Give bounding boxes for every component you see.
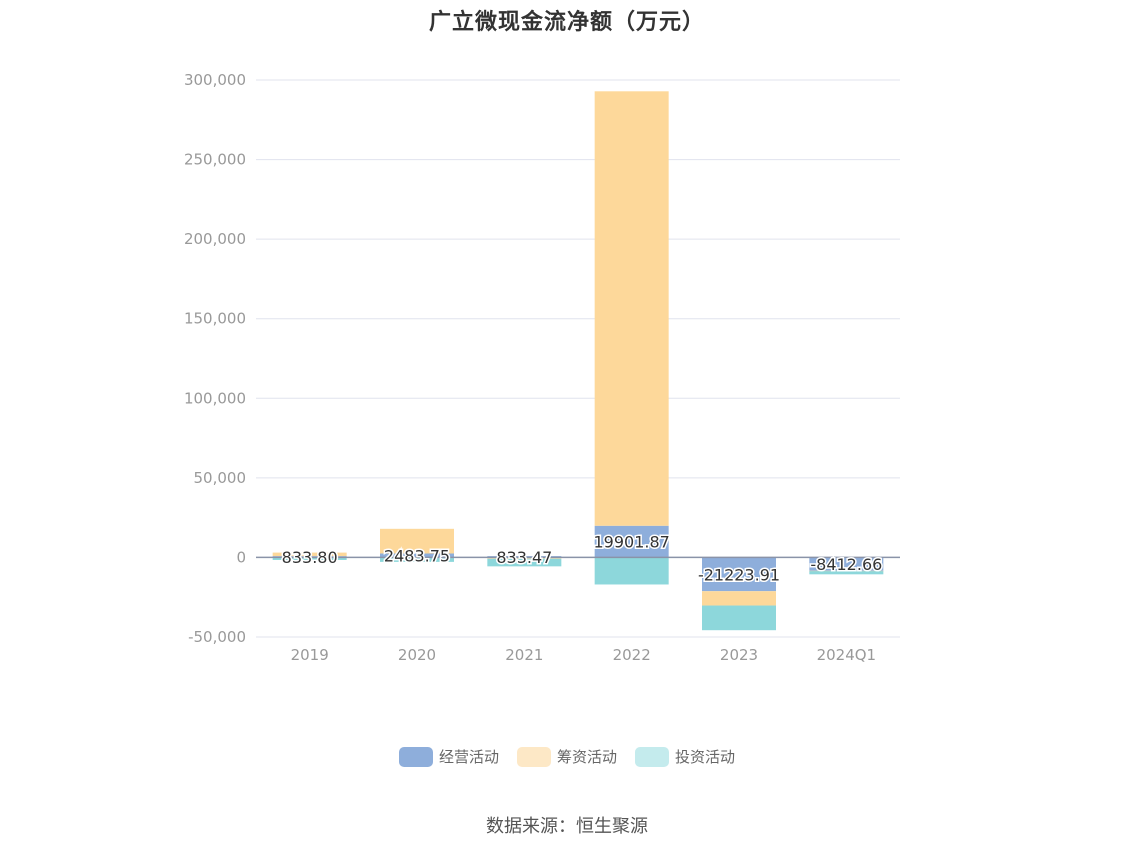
legend-swatch-financing [516, 746, 551, 767]
bar-financing[interactable] [702, 591, 776, 606]
x-tick-label: 2024Q1 [817, 646, 877, 664]
y-tick-label: 250,000 [184, 151, 246, 169]
y-tick-label: 150,000 [184, 310, 246, 328]
legend-item-investing[interactable]: 投资活动 [635, 746, 735, 767]
legend-label-investing: 投资活动 [675, 748, 736, 766]
bar-financing[interactable] [380, 528, 454, 554]
bar-investing[interactable] [272, 557, 347, 560]
data-label: -8412.66 [810, 555, 882, 574]
y-axis-ticks: 300,000 250,000 200,000 150,000 100,000 50,00… [184, 71, 246, 646]
x-axis-ticks: 2019 2020 2021 2022 2023 2024Q1 [291, 646, 877, 664]
data-label: 833.80 [282, 548, 338, 567]
data-label: 833.47 [496, 548, 552, 567]
chart-title: 广立微现金流净额（万元） [428, 10, 705, 35]
bars [272, 91, 884, 631]
bar-operating[interactable] [702, 557, 776, 592]
bar-investing[interactable] [380, 557, 454, 562]
legend-swatch-operating [398, 746, 433, 767]
bar-investing[interactable] [487, 558, 562, 567]
data-label: 19901.87 [593, 533, 669, 552]
legend-label-financing: 筹资活动 [556, 748, 617, 766]
data-label: 2483.75 [384, 546, 450, 565]
bar-operating[interactable] [594, 525, 669, 558]
bar-operating[interactable] [809, 557, 884, 571]
x-tick-label: 2020 [398, 646, 436, 664]
y-tick-label: -50,000 [188, 628, 246, 646]
legend-item-financing[interactable]: 筹资活动 [516, 746, 617, 767]
data-label: -21223.91 [698, 565, 780, 584]
legend-label-operating: 经营活动 [438, 748, 499, 766]
grid-layer [256, 79, 900, 638]
x-tick-label: 2021 [505, 646, 543, 664]
legend-swatch-investing [635, 746, 669, 767]
y-tick-label: 200,000 [184, 230, 246, 248]
y-tick-label: 50,000 [194, 469, 247, 487]
y-tick-label: 0 [236, 548, 246, 566]
legend-item-operating[interactable]: 经营活动 [398, 746, 499, 767]
bar-investing[interactable] [594, 557, 669, 585]
x-tick-label: 2023 [720, 646, 758, 664]
data-source: 数据来源：恒生聚源 [486, 816, 648, 837]
x-tick-label: 2019 [291, 646, 329, 664]
bar-financing[interactable] [272, 552, 347, 557]
data-labels: 833.80 2483.75 833.47 19901.87 -21223.91 -841… [280, 531, 884, 586]
y-tick-label: 300,000 [184, 71, 246, 89]
y-tick-label: 100,000 [184, 389, 246, 407]
x-tick-label: 2022 [613, 646, 651, 664]
bar-investing[interactable] [702, 605, 776, 631]
legend: 经营活动 筹资活动 投资活动 [0, 746, 1134, 767]
bar-financing[interactable] [594, 91, 669, 526]
bar-operating[interactable] [380, 553, 454, 558]
bar-investing[interactable] [809, 571, 884, 575]
